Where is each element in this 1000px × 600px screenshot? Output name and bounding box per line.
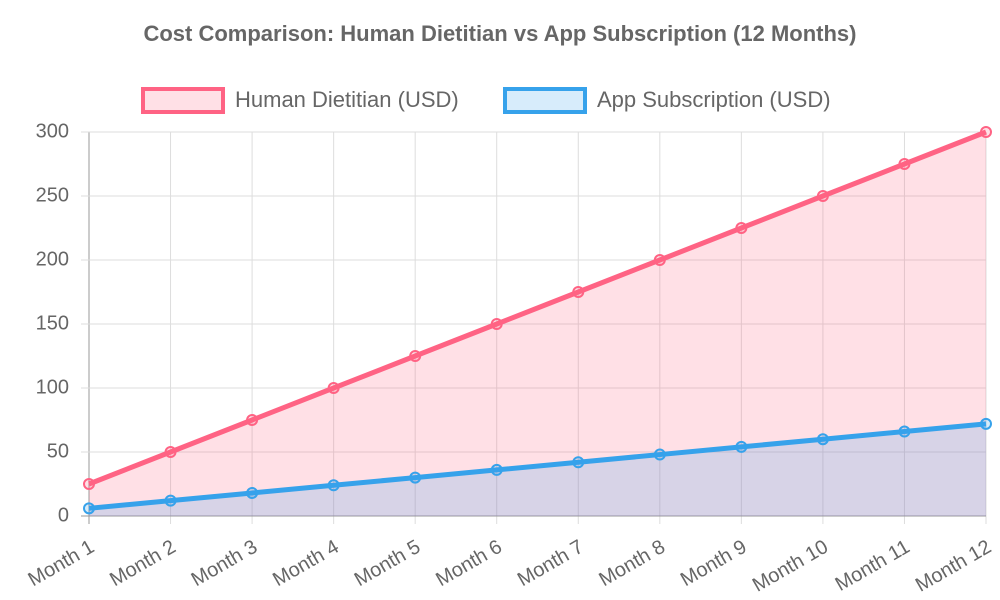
x-tick-label: Month 8 — [595, 536, 669, 591]
data-point — [327, 479, 340, 492]
y-tick-label: 200 — [36, 248, 69, 270]
x-tick-label: Month 7 — [514, 536, 588, 591]
y-tick-label: 150 — [36, 312, 69, 334]
data-point — [898, 158, 911, 170]
y-tick-label: 250 — [36, 184, 69, 206]
x-tick-label: Month 9 — [677, 536, 751, 591]
data-point — [83, 478, 95, 490]
x-tick-label: Month 11 — [832, 536, 914, 596]
data-point — [246, 486, 259, 499]
data-point — [816, 433, 829, 446]
data-point — [980, 417, 992, 430]
x-tick-label: Month 6 — [432, 536, 506, 591]
legend-item[interactable]: Human Dietitian (USD) — [141, 87, 459, 114]
legend-label: Human Dietitian (USD) — [235, 87, 459, 112]
x-tick-label: Month 3 — [188, 536, 262, 591]
data-point — [490, 463, 503, 476]
data-point — [164, 446, 177, 458]
data-point — [327, 382, 340, 394]
data-point — [653, 254, 666, 266]
data-point — [653, 448, 666, 461]
y-tick-label: 100 — [36, 376, 69, 398]
series-area — [89, 132, 986, 516]
y-tick-label: 50 — [47, 440, 69, 462]
legend-item[interactable]: App Subscription (USD) — [503, 87, 831, 114]
series-line — [88, 129, 987, 487]
series-line — [88, 421, 987, 511]
data-point — [980, 126, 992, 138]
data-point — [409, 471, 422, 484]
data-point — [816, 190, 829, 202]
legend-label: App Subscription (USD) — [597, 87, 831, 112]
x-tick-label: Month 10 — [749, 536, 832, 597]
data-point — [83, 502, 95, 515]
y-tick-label: 0 — [58, 504, 69, 526]
data-point — [572, 286, 585, 298]
y-tick-label: 300 — [36, 120, 69, 142]
data-point — [735, 222, 748, 234]
x-tick-label: Month 5 — [351, 536, 425, 591]
data-point — [735, 440, 748, 453]
x-tick-label: Month 12 — [912, 536, 995, 597]
data-point — [164, 494, 177, 507]
chart-title: Cost Comparison: Human Dietitian vs App … — [143, 21, 856, 46]
data-point — [409, 350, 422, 362]
data-point — [898, 425, 911, 438]
data-point — [246, 414, 259, 426]
data-point — [490, 318, 503, 330]
data-point — [572, 456, 585, 469]
x-tick-label: Month 1 — [25, 536, 99, 591]
legend-swatch — [503, 87, 587, 114]
x-tick-label: Month 4 — [269, 536, 343, 591]
x-tick-label: Month 2 — [106, 536, 180, 591]
legend-swatch — [141, 87, 225, 114]
